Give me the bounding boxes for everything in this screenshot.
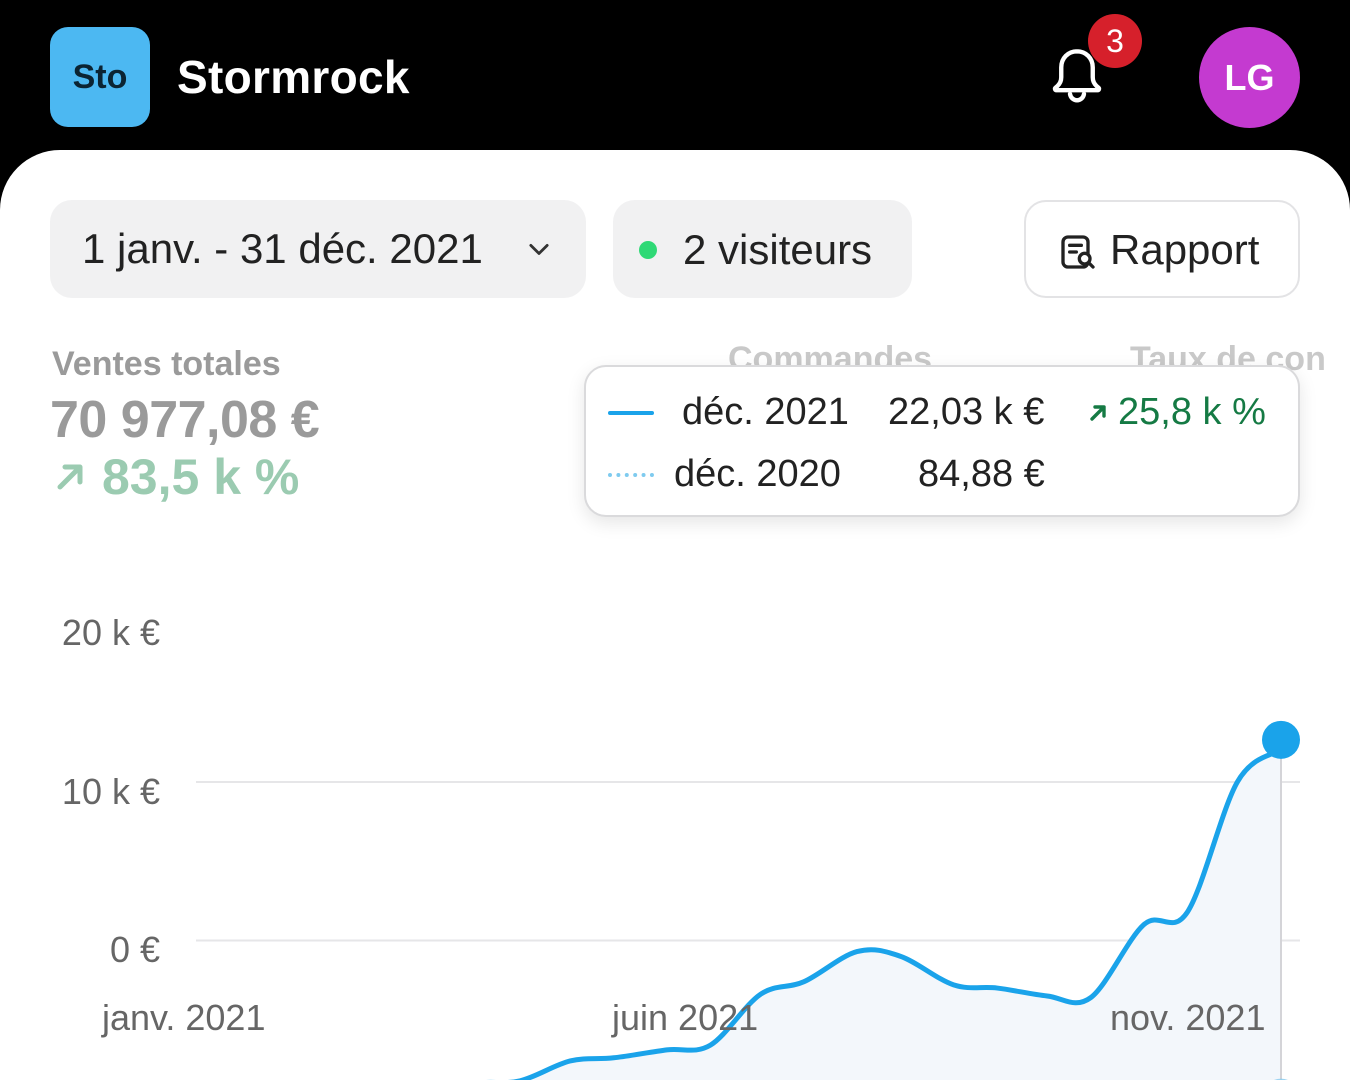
arrow-up-right-icon — [57, 464, 83, 490]
arrow-up-right-icon — [1090, 404, 1106, 421]
visitors-label: 2 visiteurs — [683, 226, 873, 273]
metric-change: 83,5 k % — [50, 448, 299, 506]
store-logo[interactable]: Sto — [50, 27, 150, 127]
chevron-down-icon — [529, 243, 549, 255]
metric-label[interactable]: Ventes totales — [52, 345, 281, 383]
x-tick-label: nov. 2021 — [1110, 997, 1266, 1038]
metric-value: 70 977,08 € — [50, 391, 320, 449]
y-tick-label: 0 € — [109, 929, 160, 970]
tooltip-current-period: déc. 2021 — [682, 391, 849, 433]
series-current-point — [1262, 720, 1300, 759]
notifications-button[interactable] — [1042, 42, 1112, 112]
report-search-icon — [1061, 235, 1095, 269]
tooltip-previous-period: déc. 2020 — [674, 453, 841, 495]
y-tick-label: 10 k € — [61, 771, 160, 812]
date-range-selector[interactable]: 1 janv. - 31 déc. 2021 — [50, 200, 586, 298]
x-tick-label: janv. 2021 — [102, 997, 266, 1038]
tooltip-row-previous: déc. 2020 84,88 € — [586, 449, 1302, 499]
notification-count-badge: 3 — [1088, 14, 1142, 68]
series-previous-swatch — [608, 473, 654, 477]
live-visitors-button[interactable]: 2 visiteurs — [613, 200, 912, 298]
chart-tooltip: déc. 2021 22,03 k € 25,8 k % déc. 2020 8… — [584, 365, 1300, 517]
series-current-line — [485, 747, 1284, 1080]
metric-change-value: 83,5 k % — [102, 449, 300, 505]
date-range-label: 1 janv. - 31 déc. 2021 — [82, 225, 483, 272]
app-header: Sto Stormrock 3 LG — [0, 0, 1350, 150]
y-tick-label: 20 k € — [61, 612, 160, 653]
tooltip-current-amount: 22,03 k € — [888, 391, 1045, 433]
user-avatar[interactable]: LG — [1199, 27, 1300, 128]
sales-chart[interactable]: 20 k € 10 k € 0 € janv. 2021 juin 2021 n… — [0, 570, 1350, 1080]
tooltip-current-trend-value: 25,8 k % — [1118, 391, 1266, 433]
live-status-dot — [639, 241, 657, 259]
analytics-card: 1 janv. - 31 déc. 2021 2 visiteurs Rappo… — [0, 150, 1350, 1080]
tooltip-current-trend: 25,8 k % — [1086, 391, 1266, 434]
bell-icon — [1052, 49, 1102, 103]
store-name[interactable]: Stormrock — [177, 51, 410, 103]
report-label: Rapport — [1110, 226, 1260, 273]
report-button[interactable]: Rapport — [1024, 200, 1300, 298]
tooltip-previous-amount: 84,88 € — [918, 453, 1045, 495]
series-current-swatch — [608, 411, 654, 415]
tooltip-row-current: déc. 2021 22,03 k € 25,8 k % — [586, 387, 1302, 437]
sales-chart-svg — [196, 720, 1300, 1080]
x-tick-label: juin 2021 — [612, 997, 759, 1038]
